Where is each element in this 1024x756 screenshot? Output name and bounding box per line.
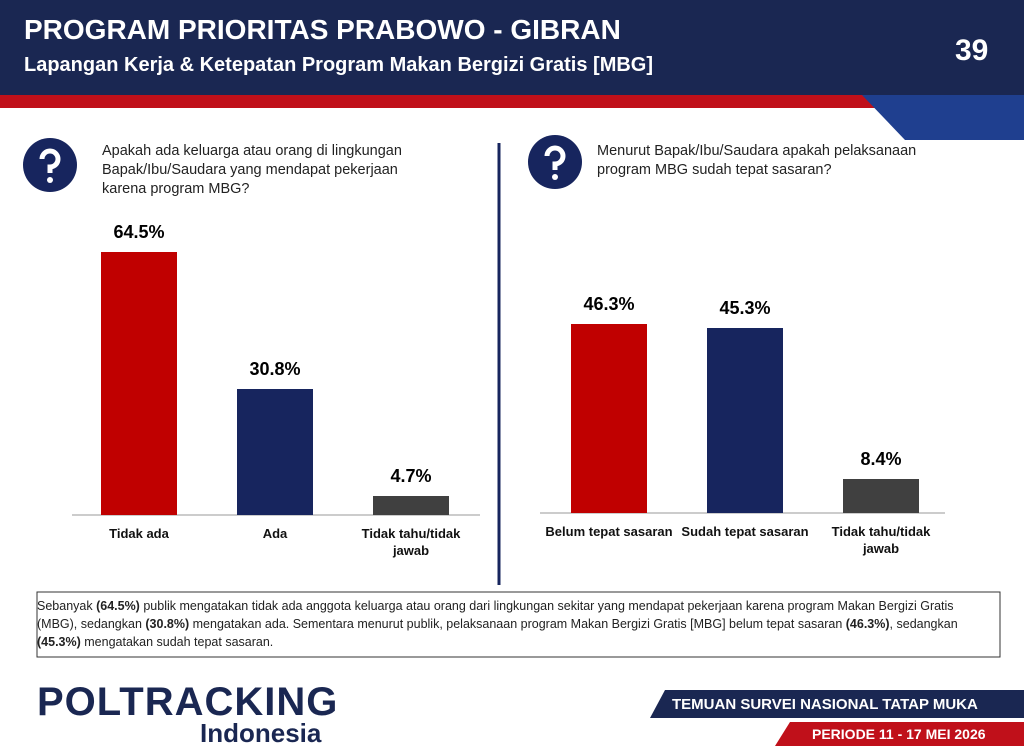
summary-text: (46.3%) — [845, 617, 890, 631]
value-label: 4.7% — [390, 465, 432, 486]
bar — [101, 251, 177, 515]
summary-text: (64.5%) — [96, 599, 140, 613]
survey-label: TEMUAN SURVEI NASIONAL TATAP MUKA — [672, 696, 978, 713]
bar — [373, 495, 449, 515]
value-label: 45.3% — [719, 298, 771, 319]
category-label: Tidak tahu/tidak jawab — [361, 526, 461, 558]
category-label: Belum tepat sasaran — [545, 524, 673, 539]
value-label: 8.4% — [860, 448, 902, 469]
bar — [237, 389, 313, 515]
category-label: Sudah tepat sasaran — [681, 524, 809, 539]
subtitle: Lapangan Kerja & Ketepatan Program Makan… — [24, 54, 654, 76]
value-label: 46.3% — [583, 294, 635, 315]
bar — [707, 328, 783, 513]
bar — [571, 324, 647, 513]
summary-text: (30.8%) — [145, 617, 190, 631]
summary-text: mengatakan ada. Sementara menurut publik… — [189, 617, 846, 631]
title: PROGRAM PRIORITAS PRABOWO - GIBRAN — [24, 14, 621, 45]
logo-sub: Indonesia — [200, 718, 322, 748]
logo-main: POLTRACKING — [37, 680, 339, 724]
question: Menurut Bapak/Ibu/Saudara apakah pelaksa… — [597, 143, 917, 178]
summary-text: publik mengatakan tidak ada anggota kelu… — [37, 599, 954, 631]
page-number: 39 — [955, 34, 989, 67]
summary-text: (45.3%) — [37, 635, 81, 649]
bar — [843, 478, 919, 513]
value-label: 64.5% — [113, 221, 165, 242]
category-label: Ada — [262, 526, 288, 541]
category-label: Tidak tahu/tidak jawab — [831, 524, 931, 556]
summary-text: , sedangkan — [889, 617, 958, 631]
period-label: PERIODE 11 - 17 MEI 2026 — [812, 726, 986, 742]
summary-text: mengatakan sudah tepat sasaran. — [80, 635, 274, 649]
summary: Sebanyak (64.5%) publik mengatakan tidak… — [37, 597, 992, 651]
question: Apakah ada keluarga atau orang di lingku… — [102, 143, 402, 197]
summary-text: Sebanyak — [37, 599, 97, 613]
value-label: 30.8% — [249, 359, 301, 380]
category-label: Tidak ada — [109, 526, 169, 541]
